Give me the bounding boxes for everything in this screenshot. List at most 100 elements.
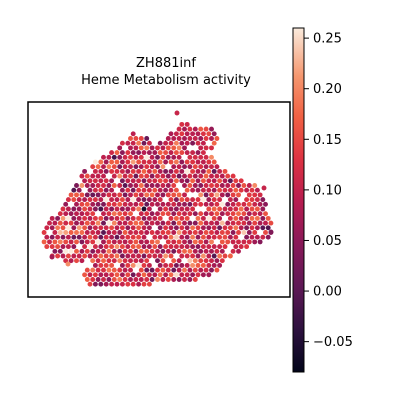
spot <box>230 239 236 245</box>
spot <box>179 225 185 231</box>
title-line-2: Heme Metabolism activity <box>81 73 251 88</box>
spot <box>98 178 104 184</box>
spot <box>168 225 174 231</box>
spot <box>160 192 166 198</box>
spot <box>173 150 179 156</box>
spot <box>160 154 166 160</box>
spot <box>257 239 263 245</box>
spot <box>106 277 112 282</box>
spot <box>84 183 90 188</box>
spot <box>195 197 201 203</box>
spot <box>52 220 58 226</box>
spot <box>155 164 160 170</box>
spot <box>176 173 182 179</box>
spot <box>119 159 125 165</box>
spot <box>76 215 82 221</box>
spot <box>111 220 117 226</box>
spot <box>76 225 82 231</box>
spot <box>198 154 204 160</box>
spot <box>65 253 71 259</box>
spot <box>128 211 133 217</box>
spot <box>265 234 271 240</box>
spot <box>79 211 85 217</box>
spot <box>106 258 112 264</box>
spot <box>111 154 117 160</box>
spot <box>165 230 171 235</box>
spot <box>152 159 158 165</box>
spot <box>192 211 198 217</box>
spot <box>149 277 155 282</box>
spot <box>165 267 171 273</box>
spot <box>136 262 142 268</box>
spot <box>90 211 96 217</box>
spot <box>130 150 136 156</box>
spot <box>160 211 166 217</box>
spot <box>98 281 104 287</box>
spot <box>209 239 214 245</box>
spot <box>92 244 98 250</box>
spot <box>214 220 220 226</box>
spot <box>103 215 109 221</box>
spot <box>79 192 85 198</box>
spot <box>179 234 185 240</box>
spot <box>219 183 225 188</box>
spot <box>217 234 223 240</box>
spot <box>87 187 93 193</box>
spot <box>117 230 123 235</box>
spot <box>119 187 125 193</box>
spot <box>173 178 179 184</box>
spot <box>41 230 47 235</box>
spot <box>252 230 258 235</box>
spot <box>103 206 109 212</box>
spot <box>230 192 236 198</box>
spot <box>79 201 85 207</box>
spot <box>101 220 106 226</box>
spot <box>157 140 163 146</box>
spot <box>125 281 131 287</box>
spot <box>174 110 180 116</box>
spot <box>198 126 204 132</box>
spot <box>198 183 204 188</box>
spot <box>165 220 171 226</box>
spot <box>117 192 123 198</box>
spot <box>141 197 147 203</box>
spot <box>65 234 71 240</box>
spot <box>82 225 88 231</box>
spot <box>209 136 214 141</box>
spot <box>190 140 196 146</box>
spot <box>130 262 136 268</box>
spot <box>233 197 239 203</box>
spot <box>130 215 136 221</box>
spot <box>209 173 214 179</box>
spot <box>60 234 66 240</box>
spot <box>233 234 239 240</box>
spot <box>163 140 169 146</box>
spot <box>171 230 177 235</box>
spot <box>57 239 63 245</box>
spot <box>144 267 150 273</box>
spot <box>195 262 201 268</box>
spot <box>214 201 220 207</box>
spot <box>92 272 98 278</box>
spot <box>211 215 217 221</box>
spot <box>138 173 144 179</box>
spot <box>41 239 47 245</box>
spot <box>90 248 96 254</box>
spot <box>206 225 212 231</box>
spot <box>98 234 104 240</box>
spot <box>160 267 166 273</box>
spot <box>200 140 206 146</box>
spot <box>168 272 174 278</box>
spot <box>268 229 274 235</box>
spot <box>136 159 142 165</box>
spot <box>244 206 250 212</box>
spot <box>206 168 212 174</box>
spot <box>63 230 69 235</box>
spot <box>125 168 131 174</box>
spot <box>225 239 231 245</box>
spot <box>179 272 185 278</box>
spot <box>65 261 71 267</box>
spot <box>225 201 231 207</box>
spot <box>241 201 247 207</box>
spot <box>109 281 115 287</box>
